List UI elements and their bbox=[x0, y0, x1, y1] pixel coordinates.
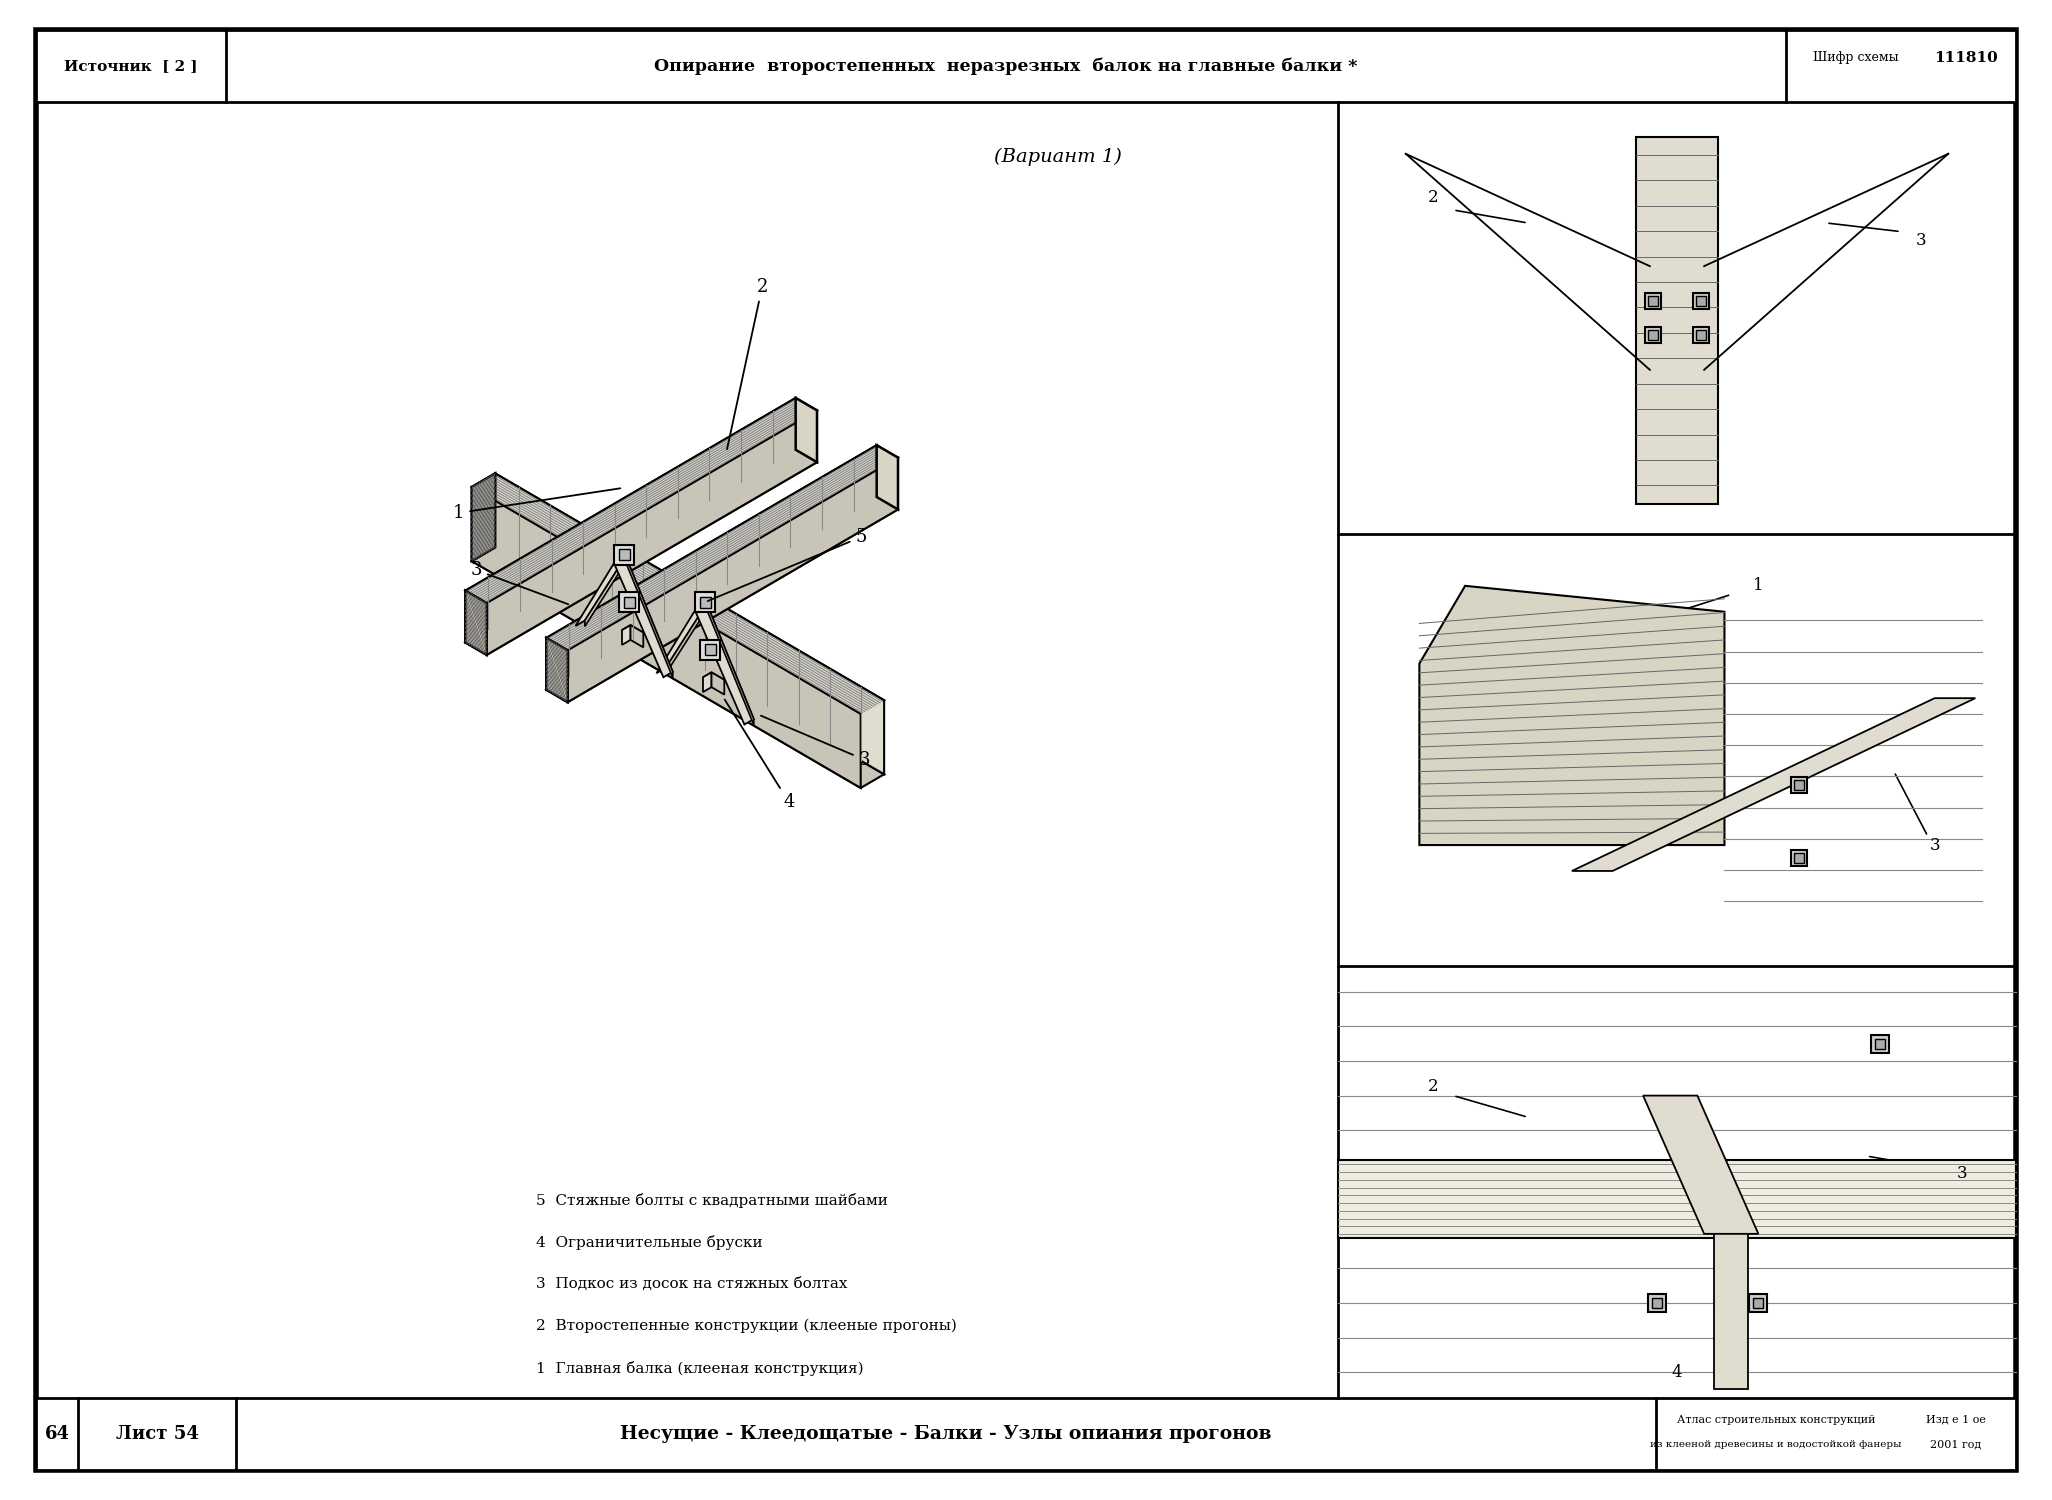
Polygon shape bbox=[472, 548, 884, 788]
Polygon shape bbox=[657, 603, 706, 674]
Bar bbox=[700, 597, 710, 608]
Polygon shape bbox=[796, 398, 817, 462]
Text: 64: 64 bbox=[45, 1425, 70, 1443]
Text: 5: 5 bbox=[708, 528, 866, 602]
Polygon shape bbox=[622, 626, 630, 645]
Polygon shape bbox=[472, 474, 884, 714]
Polygon shape bbox=[626, 556, 673, 678]
Bar bbox=[37, 1398, 2015, 1470]
Polygon shape bbox=[575, 556, 626, 626]
Bar bbox=[1652, 1298, 1662, 1308]
Polygon shape bbox=[472, 474, 495, 561]
Text: Несущие - Клеедощатые - Балки - Узлы опиания прогонов: Несущие - Клеедощатые - Балки - Узлы опи… bbox=[620, 1425, 1272, 1443]
Bar bbox=[1793, 780, 1804, 789]
Polygon shape bbox=[614, 556, 673, 676]
Polygon shape bbox=[546, 496, 899, 702]
Polygon shape bbox=[472, 488, 860, 788]
Text: 2: 2 bbox=[726, 278, 767, 450]
Text: 4  Ограничительные бруски: 4 Ограничительные бруски bbox=[536, 1234, 763, 1250]
Text: 2: 2 bbox=[1428, 1078, 1438, 1095]
Bar bbox=[696, 592, 714, 612]
Polygon shape bbox=[495, 474, 884, 774]
Bar bbox=[1752, 1298, 1763, 1308]
Bar bbox=[1791, 777, 1808, 792]
Bar bbox=[1693, 292, 1709, 309]
Bar bbox=[1693, 327, 1709, 344]
Text: 1: 1 bbox=[1752, 578, 1763, 594]
Text: 1: 1 bbox=[453, 489, 620, 522]
Bar bbox=[1697, 330, 1707, 340]
Text: 3: 3 bbox=[761, 716, 870, 768]
Text: Опирание  второстепенных  неразрезных  балок на главные балки *: Опирание второстепенных неразрезных бало… bbox=[655, 57, 1358, 75]
Text: 3: 3 bbox=[1917, 231, 1927, 249]
Text: 3  Подкос из досок на стяжных болтах: 3 Подкос из досок на стяжных болтах bbox=[536, 1276, 847, 1292]
Text: 4: 4 bbox=[724, 699, 794, 812]
Text: Источник  [ 2 ]: Источник [ 2 ] bbox=[64, 58, 197, 74]
Bar bbox=[1644, 292, 1660, 309]
Polygon shape bbox=[546, 446, 876, 690]
Polygon shape bbox=[706, 603, 753, 724]
Bar bbox=[37, 30, 2015, 102]
Bar bbox=[1871, 1035, 1890, 1053]
Text: 5  Стяжные болты с квадратными шайбами: 5 Стяжные болты с квадратными шайбами bbox=[536, 1192, 889, 1208]
Text: Атлас строительных конструкций: Атлас строительных конструкций bbox=[1676, 1414, 1876, 1425]
Bar bbox=[706, 644, 716, 656]
Text: 3: 3 bbox=[1929, 837, 1939, 854]
Bar bbox=[1713, 1216, 1748, 1389]
Text: 2  Второстепенные конструкции (клееные прогоны): 2 Второстепенные конструкции (клееные пр… bbox=[536, 1318, 956, 1334]
Polygon shape bbox=[712, 672, 724, 694]
Bar bbox=[1648, 1294, 1666, 1312]
Bar bbox=[1876, 1040, 1886, 1048]
Bar bbox=[1648, 330, 1658, 340]
Text: Изд е 1 ое: Изд е 1 ое bbox=[1927, 1414, 1986, 1425]
Bar bbox=[700, 639, 720, 660]
Polygon shape bbox=[585, 556, 626, 627]
Text: (Вариант 1): (Вариант 1) bbox=[993, 148, 1122, 166]
Bar bbox=[1697, 296, 1707, 306]
Bar bbox=[624, 597, 634, 608]
Bar bbox=[1793, 853, 1804, 862]
Polygon shape bbox=[696, 603, 753, 724]
Polygon shape bbox=[466, 398, 817, 603]
Polygon shape bbox=[546, 446, 899, 651]
Text: Лист 54: Лист 54 bbox=[115, 1425, 199, 1443]
Polygon shape bbox=[466, 398, 796, 642]
Bar bbox=[614, 544, 634, 566]
Polygon shape bbox=[630, 626, 644, 648]
Text: 4: 4 bbox=[1672, 1364, 1683, 1380]
Polygon shape bbox=[466, 450, 817, 656]
Text: из клееной древесины и водостойкой фанеры: из клееной древесины и водостойкой фанер… bbox=[1650, 1440, 1902, 1449]
Polygon shape bbox=[704, 672, 724, 686]
Text: 1  Главная балка (клееная конструкция): 1 Главная балка (клееная конструкция) bbox=[536, 1360, 864, 1376]
Polygon shape bbox=[876, 446, 899, 510]
Bar bbox=[1750, 1294, 1767, 1312]
Polygon shape bbox=[1644, 1095, 1759, 1234]
Polygon shape bbox=[466, 591, 486, 656]
Text: 3: 3 bbox=[1956, 1166, 1968, 1182]
Polygon shape bbox=[546, 638, 568, 702]
Text: 2: 2 bbox=[1428, 189, 1438, 206]
Text: 111810: 111810 bbox=[1935, 51, 1999, 64]
Text: 2001 год: 2001 год bbox=[1931, 1440, 1982, 1450]
Bar bbox=[1635, 136, 1718, 504]
Bar bbox=[1338, 1161, 2015, 1238]
Bar bbox=[620, 592, 640, 612]
Polygon shape bbox=[665, 603, 706, 674]
Polygon shape bbox=[1420, 586, 1724, 844]
Polygon shape bbox=[622, 626, 644, 638]
Bar bbox=[1791, 850, 1808, 865]
Bar bbox=[1644, 327, 1660, 344]
Bar bbox=[618, 549, 630, 561]
Text: 3: 3 bbox=[470, 561, 568, 604]
Polygon shape bbox=[704, 672, 712, 692]
Polygon shape bbox=[568, 458, 899, 702]
Text: Шифр схемы: Шифр схемы bbox=[1814, 51, 1898, 64]
Polygon shape bbox=[1572, 698, 1976, 871]
Polygon shape bbox=[486, 411, 817, 656]
Bar bbox=[1648, 296, 1658, 306]
